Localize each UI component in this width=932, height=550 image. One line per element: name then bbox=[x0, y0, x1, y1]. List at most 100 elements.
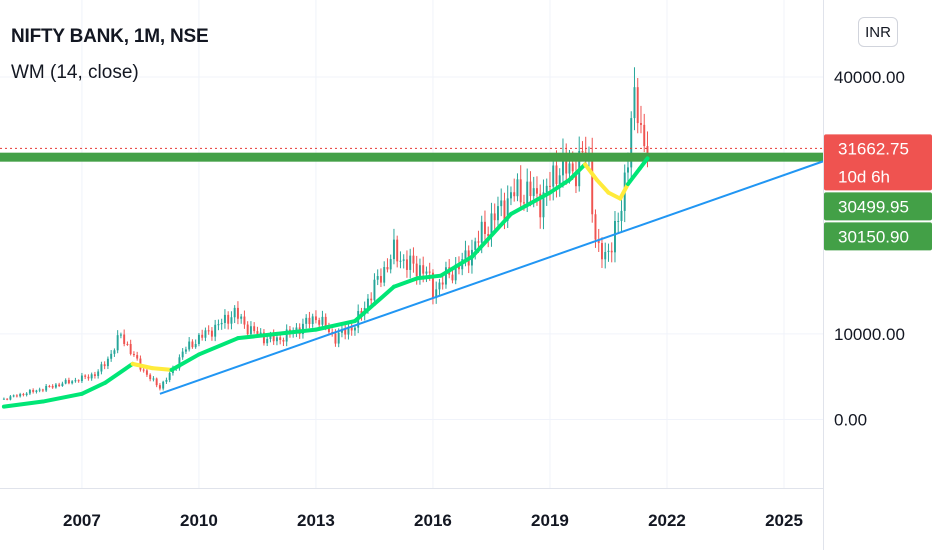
candle-body bbox=[607, 250, 610, 252]
candle-body bbox=[428, 271, 431, 273]
candle-body bbox=[379, 276, 382, 283]
candle-body bbox=[643, 124, 646, 147]
horizontal-level-line[interactable] bbox=[0, 152, 823, 162]
candle-body bbox=[168, 373, 171, 380]
candle-body bbox=[12, 395, 15, 397]
candle-body bbox=[519, 179, 522, 203]
candle-body bbox=[48, 385, 51, 387]
candle-body bbox=[123, 334, 126, 344]
candle-body bbox=[405, 259, 408, 270]
candle-body bbox=[149, 374, 152, 380]
candle-body bbox=[454, 264, 457, 281]
candle-body bbox=[438, 282, 441, 290]
weighted-ma-line bbox=[625, 166, 642, 187]
weighted-ma-line bbox=[103, 361, 135, 385]
candle-body bbox=[246, 324, 249, 335]
candle-body bbox=[113, 350, 116, 354]
candle-body bbox=[392, 239, 395, 260]
candle-body bbox=[308, 317, 311, 325]
candle-body bbox=[19, 394, 22, 397]
candle-body bbox=[243, 316, 246, 325]
candle-body bbox=[506, 198, 509, 221]
candle-body bbox=[249, 326, 252, 335]
weighted-ma-line bbox=[583, 162, 599, 182]
candle-body bbox=[464, 250, 467, 260]
candle-body bbox=[483, 221, 486, 234]
candle-body bbox=[184, 349, 187, 352]
x-tick-label: 2016 bbox=[414, 511, 452, 530]
trend-line[interactable] bbox=[159, 160, 824, 395]
candle-body bbox=[334, 333, 337, 344]
candle-body bbox=[415, 263, 418, 277]
candlesticks bbox=[2, 67, 649, 401]
candle-body bbox=[477, 241, 480, 243]
weighted-ma-line bbox=[1, 399, 45, 409]
weighted-ma-line bbox=[150, 366, 174, 372]
indicator-label[interactable]: WM (14, close) bbox=[11, 62, 139, 83]
candle-body bbox=[617, 220, 620, 222]
currency-button[interactable]: INR bbox=[858, 17, 898, 47]
weighted-ma-line bbox=[391, 276, 420, 289]
candle-body bbox=[513, 192, 516, 197]
candle-body bbox=[630, 118, 633, 168]
candle-body bbox=[295, 327, 298, 332]
candle-body bbox=[565, 153, 568, 174]
candle-body bbox=[240, 316, 243, 319]
candle-body bbox=[275, 337, 278, 342]
candle-body bbox=[311, 316, 314, 325]
candle-body bbox=[535, 188, 538, 194]
candle-body bbox=[493, 213, 496, 221]
candle-body bbox=[87, 376, 90, 379]
candle-body bbox=[370, 298, 373, 301]
candle-body bbox=[145, 370, 148, 375]
candle-body bbox=[54, 384, 57, 388]
y-tick-label: 40000.00 bbox=[834, 68, 905, 87]
price-label-text: 31662.75 bbox=[838, 139, 909, 158]
candle-body bbox=[376, 276, 379, 280]
candle-body bbox=[613, 220, 616, 253]
candle-body bbox=[71, 381, 74, 384]
candle-body bbox=[487, 233, 490, 237]
candle-body bbox=[152, 378, 155, 380]
candle-body bbox=[38, 389, 41, 391]
candle-body bbox=[396, 239, 399, 262]
candle-body bbox=[503, 200, 506, 221]
candle-body bbox=[574, 171, 577, 187]
candle-body bbox=[80, 375, 83, 382]
candle-body bbox=[636, 87, 639, 124]
candle-body bbox=[230, 317, 233, 324]
candle-body bbox=[155, 378, 158, 386]
candle-body bbox=[318, 320, 321, 325]
candle-body bbox=[366, 298, 369, 308]
candle-body bbox=[561, 153, 564, 176]
candle-body bbox=[386, 267, 389, 270]
candle-body bbox=[191, 341, 194, 348]
candle-body bbox=[22, 394, 25, 396]
candle-body bbox=[97, 371, 100, 376]
candle-body bbox=[539, 193, 542, 218]
candle-body bbox=[604, 251, 607, 260]
x-tick-label: 2007 bbox=[63, 511, 101, 530]
candle-body bbox=[542, 192, 545, 218]
weighted-ma-line bbox=[169, 352, 201, 372]
candle-body bbox=[640, 123, 642, 125]
candle-body bbox=[451, 274, 454, 281]
weighted-ma-line bbox=[196, 336, 240, 357]
candle-body bbox=[558, 175, 561, 184]
candle-body bbox=[337, 332, 340, 344]
candle-body bbox=[344, 329, 347, 335]
candle-body bbox=[552, 165, 555, 187]
price-label-box bbox=[824, 134, 932, 191]
candle-body bbox=[545, 185, 548, 193]
candle-body bbox=[259, 332, 262, 335]
candle-body bbox=[327, 327, 330, 333]
candle-body bbox=[422, 265, 425, 274]
candle-body bbox=[58, 384, 61, 387]
candle-body bbox=[269, 334, 272, 339]
candle-body bbox=[500, 200, 503, 207]
candle-body bbox=[45, 385, 48, 391]
candle-body bbox=[591, 153, 594, 215]
candle-body bbox=[262, 332, 265, 344]
weighted-ma-line bbox=[313, 319, 357, 332]
